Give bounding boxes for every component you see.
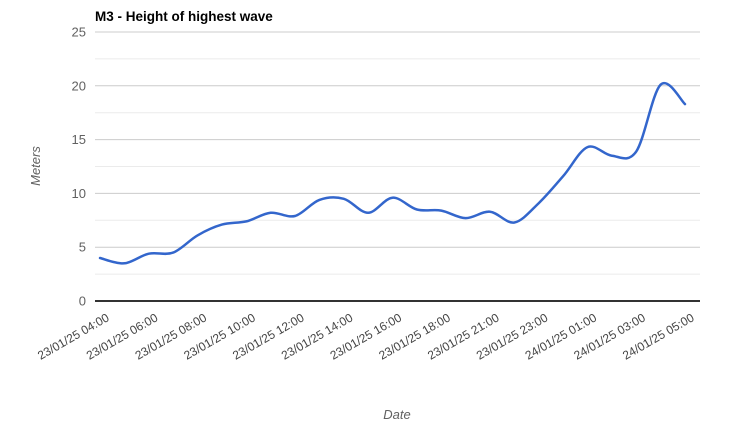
minor-gridlines: [95, 58, 700, 275]
y-tick-label: 5: [79, 240, 86, 255]
y-tick-label: 20: [72, 78, 86, 93]
y-axis-tick-labels: 0 5 10 15 20 25: [72, 25, 86, 309]
y-tick-label: 0: [79, 294, 86, 309]
major-gridlines: [95, 31, 700, 302]
y-tick-label: 10: [72, 186, 86, 201]
wave-height-series-line[interactable]: [98, 81, 687, 265]
y-tick-label: 25: [72, 25, 86, 40]
chart-title: M3 - Height of highest wave: [95, 9, 273, 24]
x-axis-title: Date: [383, 407, 410, 422]
y-axis-title: Meters: [28, 146, 43, 186]
y-tick-label: 15: [72, 132, 86, 147]
